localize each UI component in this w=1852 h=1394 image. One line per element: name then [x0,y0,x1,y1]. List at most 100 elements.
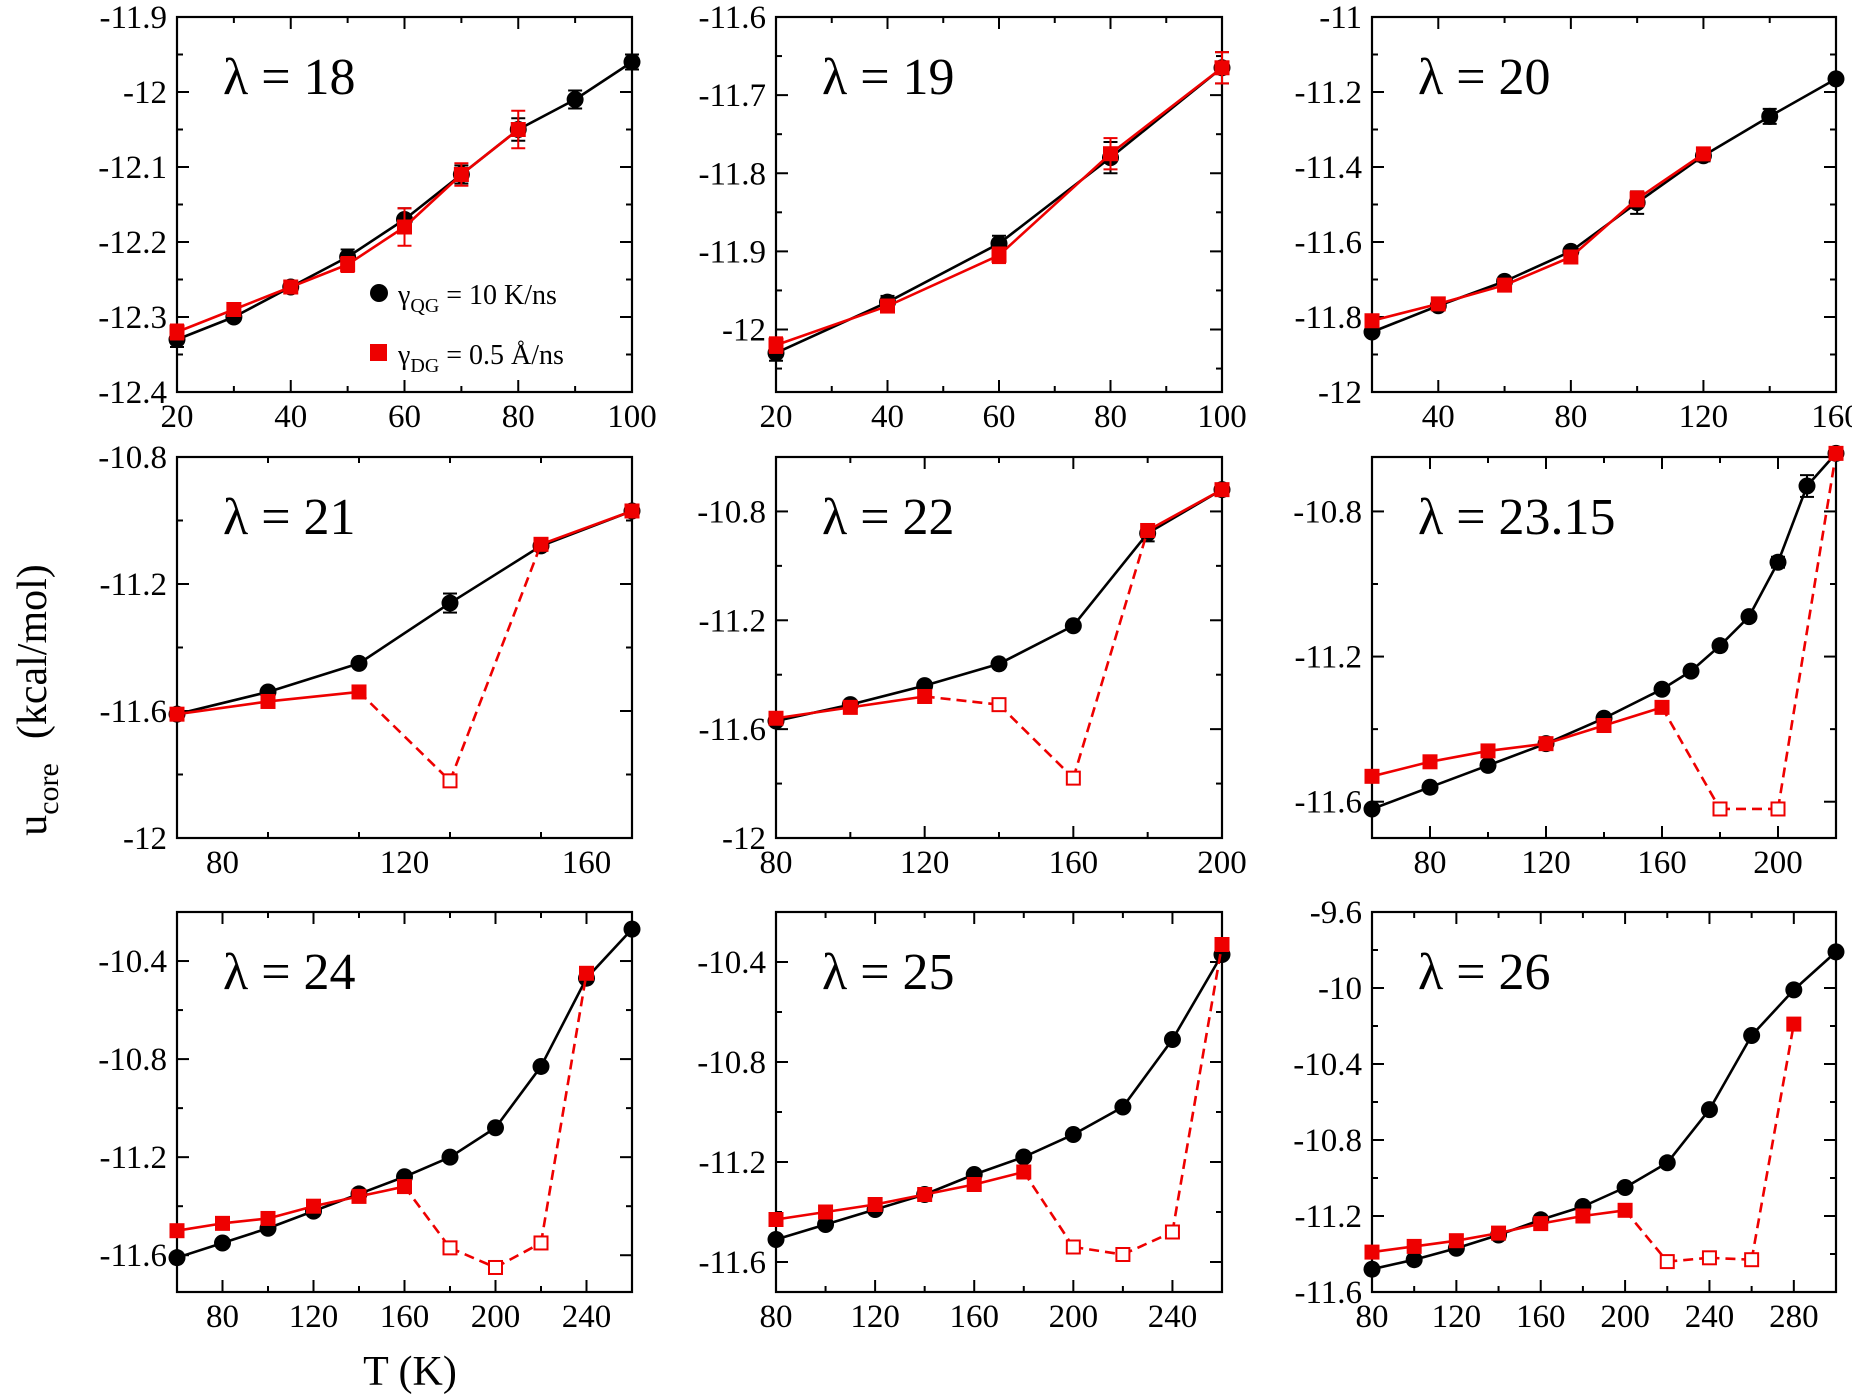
x-tick-label: 280 [1769,1299,1819,1335]
legend-marker-qg [370,284,388,302]
series-segment [574,60,633,101]
series-segment [267,662,360,694]
data-point [1115,1247,1131,1262]
data-point [1114,1098,1132,1116]
series-dg [768,937,1230,1262]
series-segment [233,285,292,311]
data-point [306,1198,321,1214]
series-segment [346,218,406,259]
data-point [990,655,1008,673]
series-segment [973,1155,1025,1176]
x-tick-label: 200 [1049,1299,1099,1335]
series-segment [1371,785,1431,811]
panels-group: 20 40 60 80 100 -12.4 -12.3 -12.2 -12.1 -12 -11.9 λ… [98,0,1852,1335]
y-tick-label: -12 [722,821,766,857]
series-segment [1022,1171,1075,1248]
data-point [1406,1238,1422,1254]
data-point [768,1212,784,1227]
series-segment [449,1246,497,1269]
series-segment [998,152,1112,257]
series-segment [1371,304,1439,334]
y-tick-label: -10.4 [697,945,766,981]
data-point [1617,1202,1633,1218]
y-tick-label: -11.6 [1294,785,1362,821]
series-dg [768,51,1230,354]
series-segment [874,1193,925,1206]
series-segment [775,1210,826,1221]
series-dg [169,503,640,789]
y-tick-label: -10.8 [697,1045,766,1081]
series-segment [460,128,520,176]
series-segment [1603,688,1663,720]
panel-8: 80 120 160 200 240 -11.6 -11.2 -10.8 -10.4 λ = 25 [697,910,1231,1335]
data-point [168,1249,186,1267]
data-point [1163,1031,1181,1048]
series-segment [313,1195,360,1208]
series-segment [449,1126,497,1159]
series-dg [1364,146,1711,329]
series-segment [1072,1105,1124,1136]
data-point [768,710,784,726]
y-tick-label: -12.1 [98,150,167,186]
data-point [1016,1164,1032,1180]
y-tick-label: -12 [123,75,167,111]
panel-3: 40 80 120 160 -12 -11.8 -11.6 -11.4 -11.2 -11 λ = … [1294,0,1852,435]
data-point [1065,770,1081,786]
panel-1: 20 40 60 80 100 -12.4 -12.3 -12.2 -12.1 -12 -11.9 λ… [98,0,657,435]
y-tick-label: -11.9 [698,234,766,270]
y-tick-label: -10.8 [1293,1123,1362,1159]
x-tick-label: 80 [1094,399,1127,435]
data-point [1700,1101,1718,1119]
data-point [340,257,356,272]
data-point [1761,107,1779,125]
panel-title: λ = 18 [223,49,356,106]
data-point [1480,743,1496,759]
series-segment [825,1208,876,1226]
series-segment [494,1241,542,1269]
data-point [1064,1126,1082,1143]
series-segment [539,973,588,1244]
series-segment [448,543,543,782]
series-dg [1364,1016,1802,1270]
y-tick-label: -10.8 [1293,494,1362,530]
data-point [966,1177,982,1192]
series-segment [176,308,235,334]
data-point [579,965,594,981]
legend: γQG = 10 K/ns γDG = 0.5 Å/ns [370,280,564,377]
data-point [1214,482,1230,498]
series-segment [403,1185,452,1249]
data-point [441,1148,459,1166]
series-segment [1776,485,1809,563]
data-point [532,1057,550,1075]
panel-6: 80 120 160 200 -11.6 -11.2 -10.8 λ = 23.15 [1293,444,1845,881]
y-tick-label: -12.2 [98,225,167,261]
data-point [1363,800,1381,818]
data-point [1575,1208,1591,1224]
series-segment [403,173,463,228]
y-tick-label: -12 [1318,375,1362,411]
series-segment [1624,1209,1669,1263]
y-tick-label: -11.8 [698,156,766,192]
series-segment [539,977,588,1068]
series-segment [1023,1133,1074,1159]
data-point [1479,756,1497,774]
series-segment [1636,152,1705,200]
panel-title: λ = 26 [1418,944,1551,1001]
series-segment [1504,255,1572,287]
data-point [1596,718,1612,734]
series-segment [1171,944,1224,1233]
x-tick-label: 80 [1554,399,1587,435]
data-point [1769,553,1787,571]
data-point [1659,1254,1675,1270]
data-point [283,279,299,295]
data-point [1164,1224,1180,1240]
y-tick-label: -11.7 [698,78,766,114]
data-point [1827,943,1845,961]
data-point [1740,608,1758,626]
data-point [1654,699,1670,715]
data-point [533,1235,549,1251]
data-point [1616,1179,1634,1196]
data-point [818,1204,834,1220]
data-point [1015,1148,1033,1166]
data-point [1103,146,1118,162]
